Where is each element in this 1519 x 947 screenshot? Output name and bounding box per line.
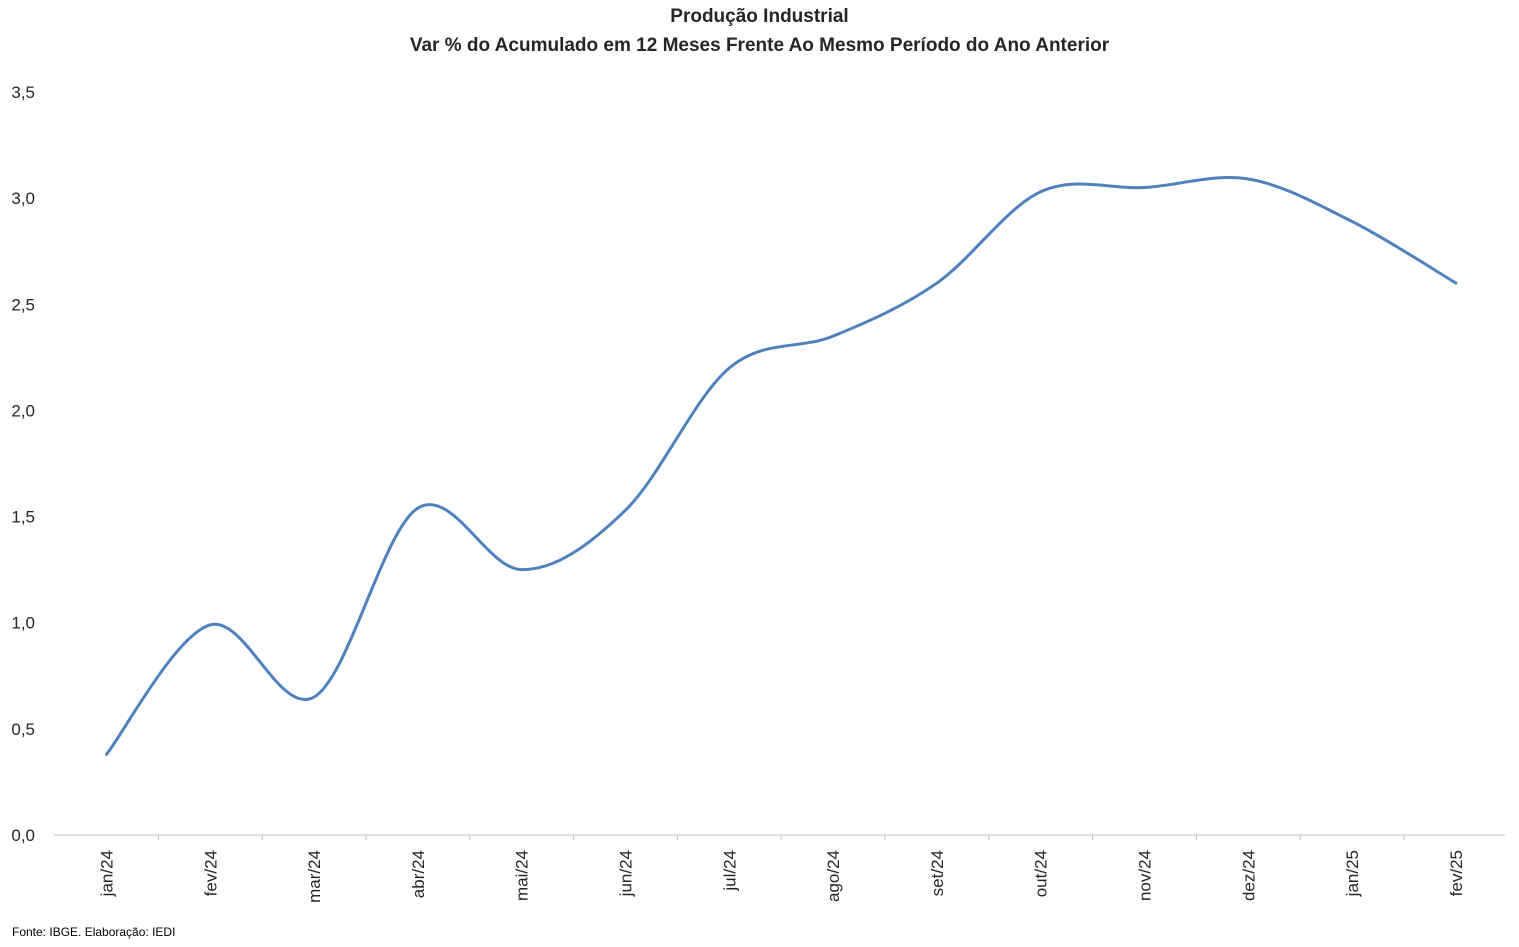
y-tick-label: 1,5 <box>11 508 35 527</box>
x-tick-label: mai/24 <box>513 850 532 901</box>
x-tick-label: fev/25 <box>1447 850 1466 896</box>
y-tick-label: 2,5 <box>11 295 35 314</box>
x-tick-label: nov/24 <box>1136 850 1155 901</box>
y-tick-label: 2,0 <box>11 401 35 420</box>
x-tick-label: ago/24 <box>824 850 843 902</box>
y-tick-label: 1,0 <box>11 614 35 633</box>
y-tick-label: 0,0 <box>11 826 35 845</box>
x-tick-label: jul/24 <box>720 850 739 892</box>
y-tick-label: 3,5 <box>11 83 35 102</box>
series-line <box>105 176 1458 756</box>
source-note: Fonte: IBGE. Elaboração: IEDI <box>12 925 176 939</box>
x-tick-label: jan/24 <box>98 850 117 897</box>
x-tick-label: dez/24 <box>1239 850 1258 901</box>
y-tick-label: 0,5 <box>11 720 35 739</box>
x-tick-label: mar/24 <box>305 850 324 903</box>
y-tick-label: 3,0 <box>11 189 35 208</box>
x-tick-label: abr/24 <box>409 850 428 898</box>
x-tick-label: jan/25 <box>1343 850 1362 897</box>
x-tick-label: set/24 <box>928 850 947 896</box>
chart-subtitle: Var % do Acumulado em 12 Meses Frente Ao… <box>409 35 1110 56</box>
x-tick-label: out/24 <box>1032 850 1051 897</box>
x-tick-label: fev/24 <box>201 850 220 896</box>
x-tick-label: jun/24 <box>617 850 636 897</box>
chart-title: Produção Industrial <box>670 6 849 27</box>
